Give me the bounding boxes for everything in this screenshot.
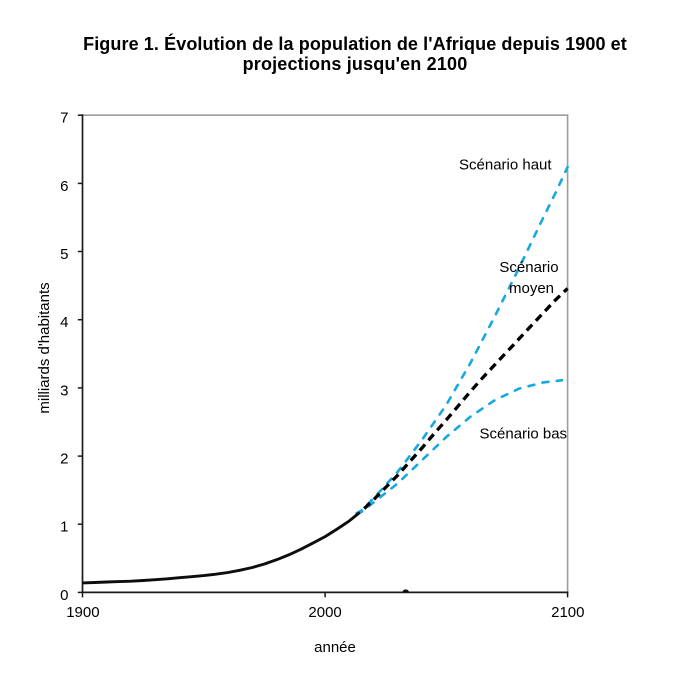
svg-text:Scénario bas: Scénario bas <box>480 426 568 443</box>
svg-text:0: 0 <box>60 587 68 604</box>
svg-text:2000: 2000 <box>308 604 341 621</box>
svg-text:année: année <box>314 639 356 656</box>
svg-text:2: 2 <box>60 451 68 468</box>
svg-text:milliards d'habitants: milliards d'habitants <box>36 282 53 413</box>
svg-text:1: 1 <box>60 519 68 536</box>
svg-text:7: 7 <box>60 110 68 127</box>
svg-text:Scénario haut: Scénario haut <box>459 157 552 174</box>
svg-text:4: 4 <box>60 314 68 331</box>
svg-text:Scénario: Scénario <box>499 259 558 276</box>
svg-text:Figure 1. Évolution de la popu: Figure 1. Évolution de la population de … <box>83 33 627 54</box>
svg-text:6: 6 <box>60 178 68 195</box>
svg-text:moyen: moyen <box>509 280 554 297</box>
svg-text:projections jusqu'en 2100: projections jusqu'en 2100 <box>243 54 468 74</box>
svg-text:3: 3 <box>60 382 68 399</box>
svg-text:2100: 2100 <box>551 604 584 621</box>
svg-text:5: 5 <box>60 246 68 263</box>
svg-text:1900: 1900 <box>66 604 99 621</box>
